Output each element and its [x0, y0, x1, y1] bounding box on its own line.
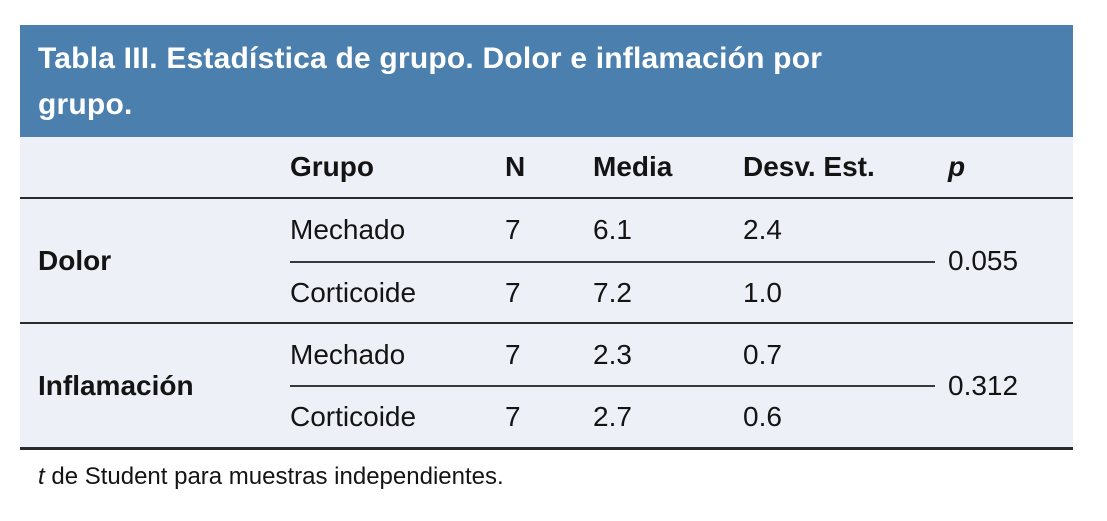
p-value-dolor: 0.055 — [935, 199, 1073, 324]
col-header-grupo: Grupo — [290, 137, 505, 199]
cell-dolor-corticoide-media: 7.2 — [593, 263, 743, 324]
table-title-line-2: grupo. — [38, 88, 133, 121]
cell-inflamacion-mechado-desv: 0.7 — [743, 324, 935, 387]
cell-dolor-corticoide-grupo: Corticoide — [290, 263, 505, 324]
cell-inflamacion-corticoide-desv: 0.6 — [743, 401, 782, 432]
col-header-n: N — [505, 137, 593, 199]
cell-dolor-mechado-n: 7 — [505, 199, 593, 263]
table-card: Tabla III. Estadística de grupo. Dolor e… — [20, 25, 1073, 450]
cell-dolor-mechado-media: 6.1 — [593, 199, 743, 263]
cell-inflamacion-mechado-n: 7 — [505, 324, 593, 387]
cell-inflamacion-corticoide-media: 2.7 — [593, 401, 632, 432]
cell-inflamacion-corticoide-n: 7 — [505, 401, 521, 432]
footnote-statistic-term: t — [38, 463, 45, 490]
p-value-inflamacion: 0.312 — [948, 369, 1019, 401]
col-header-p: p — [935, 137, 1073, 199]
statistics-table: Grupo N Media Desv. Est. p Dolor Mechado… — [20, 137, 1073, 450]
cell-dolor-corticoide-desv: 1.0 — [743, 263, 935, 324]
cell-dolor-corticoide-n: 7 — [505, 263, 593, 324]
cell-dolor-mechado-grupo: Mechado — [290, 199, 505, 263]
col-header-media: Media — [593, 137, 743, 199]
cell-dolor-mechado-desv: 2.4 — [743, 199, 935, 263]
cell-inflamacion-mechado-grupo: Mechado — [290, 324, 505, 387]
table-title-bar: Tabla III. Estadística de grupo. Dolor e… — [20, 25, 1073, 137]
col-header-desv-est: Desv. Est. — [743, 137, 935, 199]
footnote-text: de Student para muestras independientes. — [44, 463, 504, 490]
row-label-inflamacion: Inflamación — [38, 369, 194, 401]
row-label-dolor: Dolor — [20, 199, 290, 324]
cell-inflamacion-mechado-media: 2.3 — [593, 324, 743, 387]
cell-inflamacion-corticoide-grupo: Corticoide — [290, 401, 417, 432]
table-footnote: t de Student para muestras independiente… — [38, 463, 504, 491]
table-title-line-1: Tabla III. Estadística de grupo. Dolor e… — [38, 42, 823, 75]
col-header-empty — [20, 137, 290, 199]
